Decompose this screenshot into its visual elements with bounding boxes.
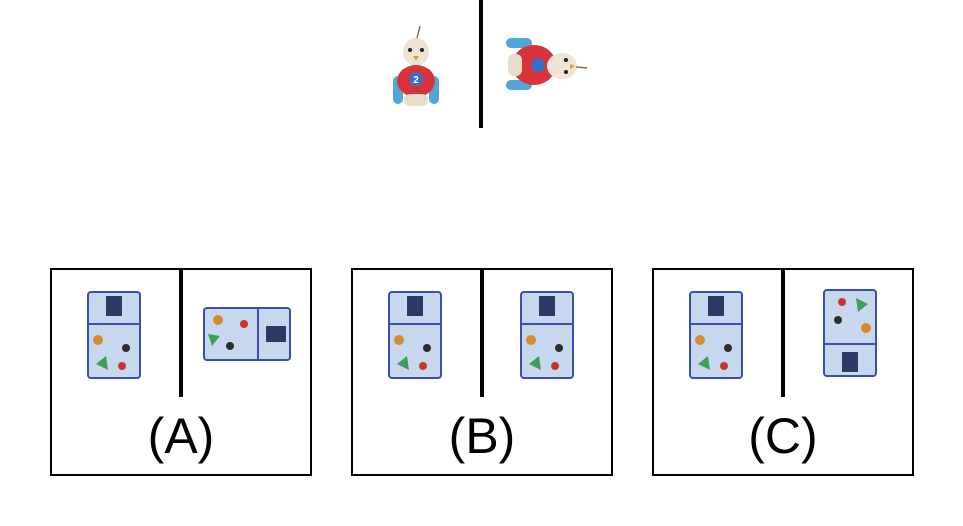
reference-pair: 2 xyxy=(380,0,590,128)
reference-divider xyxy=(479,0,483,128)
bag-icon xyxy=(86,290,142,380)
option-label: (A) xyxy=(147,408,215,464)
bag-rotated-icon xyxy=(202,306,292,362)
bag-upside-down-icon xyxy=(822,288,878,378)
option-divider xyxy=(480,270,484,397)
car-number: 2 xyxy=(413,75,419,86)
option-b[interactable]: (B) xyxy=(351,268,613,476)
option-c[interactable]: (C) xyxy=(652,268,914,476)
option-a[interactable]: (A) xyxy=(50,268,312,476)
option-divider xyxy=(781,270,785,397)
toy-car-icon: 2 xyxy=(386,24,446,110)
bag-icon xyxy=(688,290,744,380)
option-label: (B) xyxy=(448,408,516,464)
option-label: (C) xyxy=(748,408,818,464)
option-divider xyxy=(179,270,183,397)
toy-car-rotated-icon xyxy=(504,36,588,94)
bag-icon xyxy=(387,290,443,380)
bag-icon xyxy=(519,290,575,380)
